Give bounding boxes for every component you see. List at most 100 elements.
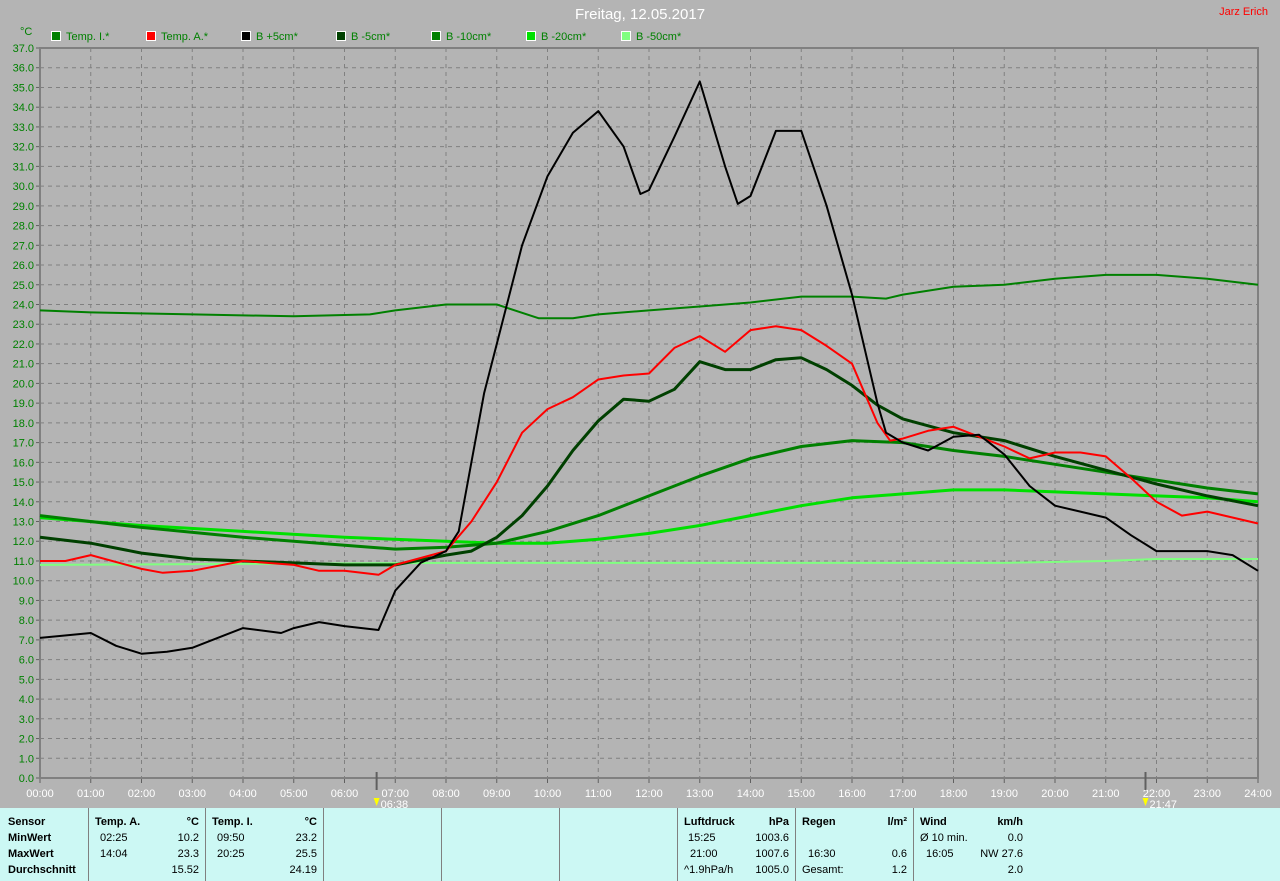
y-tick-label: 27.0 <box>13 240 34 252</box>
legend-swatch <box>336 31 346 41</box>
max-row-label: MaxWert <box>8 848 54 860</box>
y-tick-label: 12.0 <box>13 536 34 548</box>
y-tick-label: 4.0 <box>19 694 34 706</box>
luftdruck-header: Luftdruck <box>684 816 735 828</box>
y-tick-label: 5.0 <box>19 674 34 686</box>
wind-header: Wind <box>920 816 947 828</box>
y-tick-label: 17.0 <box>13 438 34 450</box>
x-tick-label: 16:00 <box>838 788 866 800</box>
y-tick-label: 34.0 <box>13 102 34 114</box>
x-tick-label: 17:00 <box>889 788 917 800</box>
legend-item: B -5cm* <box>336 31 390 43</box>
legend-label: B +5cm* <box>256 31 298 43</box>
sensor-column: Sensor MinWert MaxWert Durchschnitt <box>0 808 89 881</box>
legend-swatch <box>146 31 156 41</box>
x-tick-label: 02:00 <box>128 788 156 800</box>
regen-max-time: 16:30 <box>808 848 836 860</box>
plot-frame <box>39 47 1259 779</box>
author-label: Jarz Erich <box>1219 6 1268 18</box>
temp-i-header: Temp. I. <box>212 816 253 828</box>
temp-a-avg: 15.52 <box>171 864 199 876</box>
y-tick-label: 37.0 <box>13 43 34 55</box>
x-tick-label: 21:00 <box>1092 788 1120 800</box>
y-tick-label: 14.0 <box>13 497 34 509</box>
empty-column <box>442 808 560 881</box>
statistics-panel: Sensor MinWert MaxWert Durchschnitt Temp… <box>0 808 1280 881</box>
empty-column <box>324 808 442 881</box>
x-tick-label: 19:00 <box>990 788 1018 800</box>
series-line-temp-i- <box>39 273 1259 320</box>
sensor-header: Sensor <box>8 816 46 828</box>
x-tick-label: 23:00 <box>1193 788 1221 800</box>
x-tick-label: 01:00 <box>77 788 105 800</box>
y-tick-label: 28.0 <box>13 221 34 233</box>
x-tick-label: 13:00 <box>686 788 714 800</box>
luftdruck-min: 1003.6 <box>755 832 789 844</box>
temp-i-unit: °C <box>304 816 317 828</box>
x-tick-label: 08:00 <box>432 788 460 800</box>
regen-max: 0.6 <box>891 848 907 860</box>
legend-item: B -10cm* <box>431 31 491 43</box>
x-tick-label: 03:00 <box>178 788 206 800</box>
y-tick-label: 16.0 <box>13 457 34 469</box>
wind-unit: km/h <box>997 816 1023 828</box>
temp-i-column: Temp. I. °C 09:50 23.2 20:25 25.5 24.19 <box>206 808 324 881</box>
y-tick-label: 35.0 <box>13 82 34 94</box>
y-tick-label: 20.0 <box>13 378 34 390</box>
y-tick-label: 25.0 <box>13 280 34 292</box>
y-tick-label: 31.0 <box>13 161 34 173</box>
legend-swatch <box>241 31 251 41</box>
luftdruck-min-time: 15:25 <box>688 832 716 844</box>
marker-label: 06:38 <box>381 799 409 808</box>
series-line-temp-a- <box>40 325 1259 576</box>
legend-label: B -20cm* <box>541 31 587 43</box>
regen-unit: l/m² <box>887 816 907 828</box>
luftdruck-trend: ^1.9hPa/h <box>684 864 734 876</box>
x-tick-label: 12:00 <box>635 788 663 800</box>
y-tick-label: 23.0 <box>13 319 34 331</box>
y-tick-label: 2.0 <box>19 734 34 746</box>
temp-i-min-time: 09:50 <box>217 832 245 844</box>
regen-column: Regen l/m² 16:30 0.6 Gesamt: 1.2 <box>796 808 914 881</box>
chart-title: Freitag, 12.05.2017 <box>574 6 706 23</box>
x-tick-label: 00:00 <box>26 788 54 800</box>
y-tick-label: 24.0 <box>13 299 34 311</box>
luftdruck-column: Luftdruck hPa 15:25 1003.6 21:00 1007.6 … <box>678 808 796 881</box>
legend-item: B +5cm* <box>241 31 298 43</box>
y-tick-label: 22.0 <box>13 339 34 351</box>
y-tick-label: 29.0 <box>13 201 34 213</box>
y-tick-label: 0.0 <box>19 773 34 785</box>
regen-header: Regen <box>802 816 836 828</box>
luftdruck-unit: hPa <box>768 816 789 828</box>
legend-label: B -50cm* <box>636 31 682 43</box>
temp-a-column: Temp. A. °C 02:25 10.2 14:04 23.3 15.52 <box>89 808 206 881</box>
luftdruck-avg: 1005.0 <box>755 864 789 876</box>
x-tick-label: 20:00 <box>1041 788 1069 800</box>
legend-item: Temp. I.* <box>51 31 109 43</box>
legend-swatch <box>51 31 61 41</box>
avg-row-label: Durchschnitt <box>8 864 76 876</box>
legend-swatch <box>431 31 441 41</box>
min-row-label: MinWert <box>8 832 52 844</box>
x-tick-label: 04:00 <box>229 788 257 800</box>
temp-i-min: 23.2 <box>295 832 317 844</box>
y-tick-label: 21.0 <box>13 359 34 371</box>
y-tick-label: 13.0 <box>13 517 34 529</box>
legend-swatch <box>621 31 631 41</box>
y-tick-label: 26.0 <box>13 260 34 272</box>
y-tick-label: 36.0 <box>13 63 34 75</box>
legend-label: B -5cm* <box>351 31 391 43</box>
legend-label: B -10cm* <box>446 31 492 43</box>
y-tick-label: 10.0 <box>13 576 34 588</box>
y-tick-label: 3.0 <box>19 714 34 726</box>
luftdruck-max-time: 21:00 <box>690 848 718 860</box>
wind-column: Wind km/h Ø 10 min. 0.0 16:05 NW 27.6 2.… <box>914 808 1031 881</box>
wind-max: NW 27.6 <box>980 848 1023 860</box>
series-line-b-5cm- <box>39 80 1259 655</box>
legend-item: B -50cm* <box>621 31 681 43</box>
x-tick-label: 14:00 <box>737 788 765 800</box>
x-tick-label: 18:00 <box>940 788 968 800</box>
legend-item: B -20cm* <box>526 31 586 43</box>
series-line-b-10cm- <box>39 439 1259 551</box>
regen-total-label: Gesamt: <box>802 864 844 876</box>
